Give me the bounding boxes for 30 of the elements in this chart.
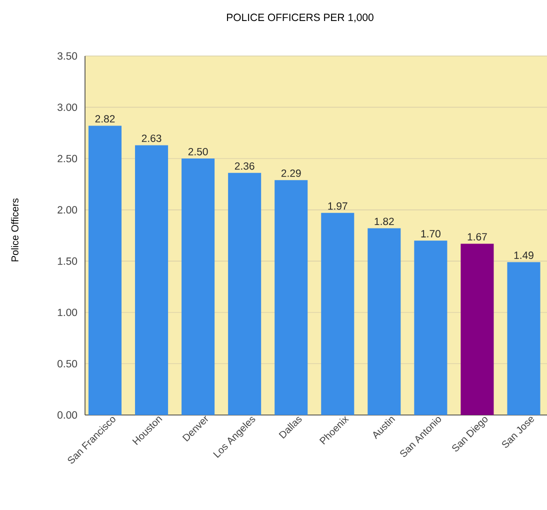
y-tick-label: 3.50 (58, 52, 78, 60)
y-tick-label: 1.00 (58, 308, 78, 316)
data-label: 1.70 (421, 230, 440, 238)
y-tick-label: 2.00 (58, 206, 78, 214)
bar (321, 212, 354, 415)
data-label: 1.97 (328, 202, 348, 210)
data-label: 2.29 (281, 170, 301, 177)
bar (507, 262, 540, 415)
y-tick-label: 0.00 (58, 411, 78, 419)
y-tick-label: 0.50 (58, 360, 78, 368)
bar (228, 172, 262, 415)
data-label: 1.67 (468, 233, 487, 240)
data-label: 1.49 (514, 252, 534, 259)
data-label: 2.63 (142, 134, 162, 142)
data-label: 2.50 (188, 148, 208, 156)
bar (88, 126, 122, 415)
data-label: 1.82 (374, 218, 394, 226)
y-tick-label: 1.50 (58, 257, 78, 265)
data-label: 2.36 (234, 162, 254, 170)
bar (460, 244, 494, 415)
bar (368, 228, 401, 415)
data-label: 2.82 (95, 115, 115, 123)
bar (182, 158, 215, 415)
bar (414, 240, 448, 415)
bar (135, 145, 168, 415)
chart-title: POLICE OFFICERS PER 1,000 (227, 14, 374, 22)
y-tick-label: 2.50 (58, 154, 78, 162)
y-tick-label: 3.00 (58, 104, 78, 111)
bar (274, 180, 308, 415)
y-axis-title: Police Officers (11, 198, 18, 262)
